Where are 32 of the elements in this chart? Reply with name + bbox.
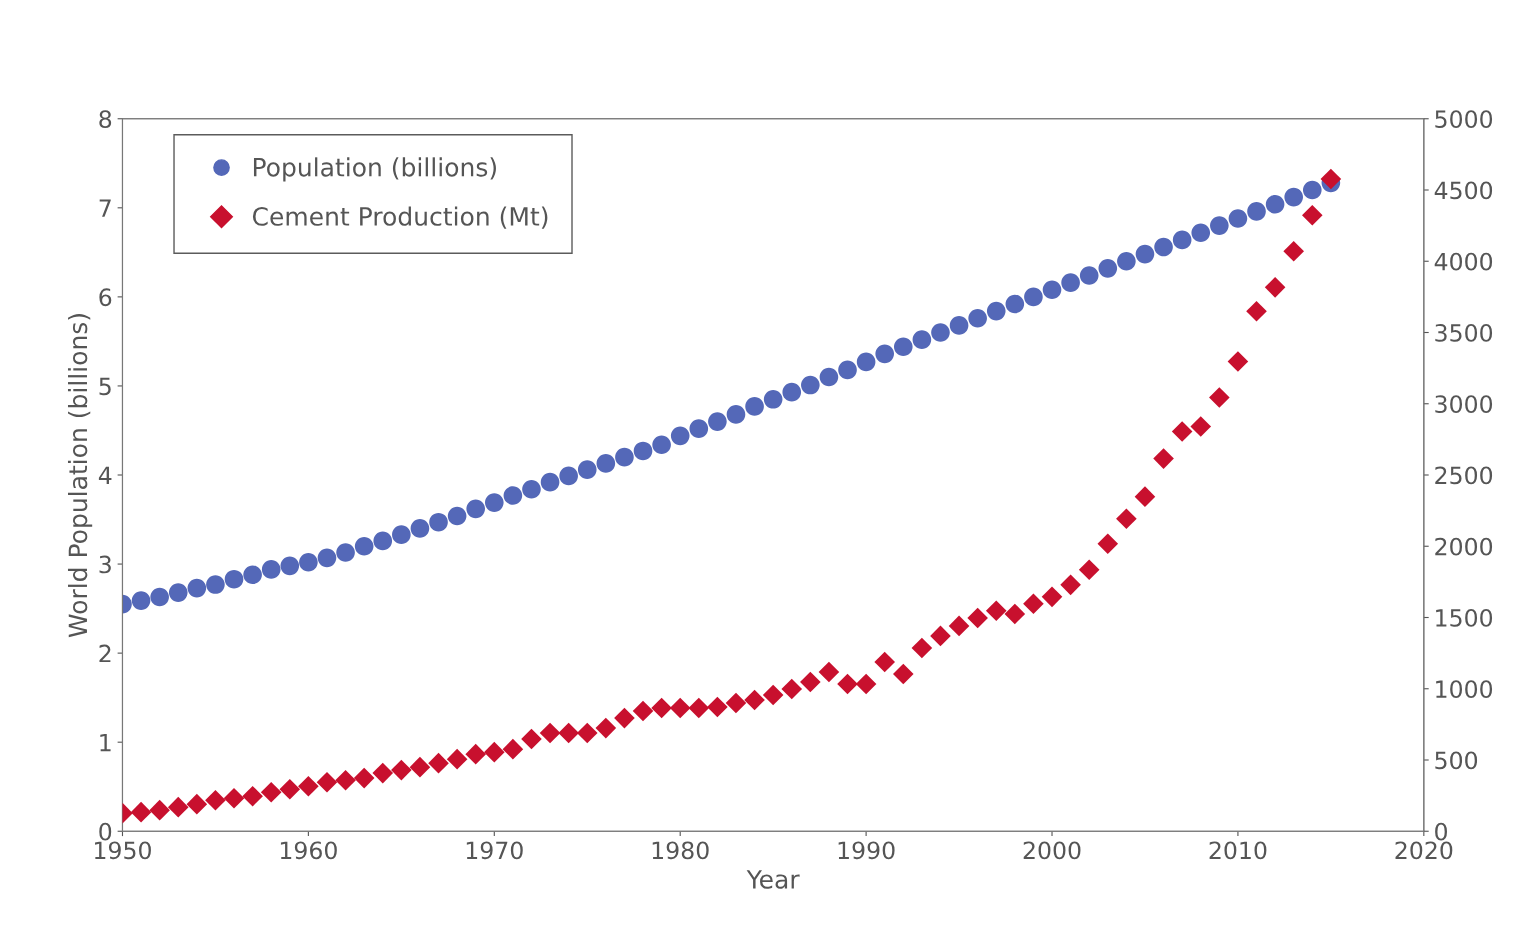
y2-tick-label: 4500 bbox=[1434, 181, 1493, 200]
y2-tick-label: 2000 bbox=[1435, 537, 1493, 556]
x-tick-label: 2010 bbox=[1209, 841, 1267, 860]
y-tick-label: 3 bbox=[99, 555, 111, 574]
y-axis-title: World Population (billions) bbox=[67, 314, 93, 638]
y2-tick-label: 3000 bbox=[1435, 395, 1493, 414]
x-axis-title: Year bbox=[746, 870, 800, 889]
y-tick-label: 8 bbox=[99, 110, 112, 129]
y-tick-label: 2 bbox=[99, 644, 111, 663]
y2-tick-label: 1000 bbox=[1436, 680, 1493, 699]
legend-label: Population (billions) bbox=[253, 157, 496, 182]
y2-tick-label: 0 bbox=[1435, 822, 1448, 841]
legend-label: Cement Production (Mt) bbox=[252, 206, 548, 229]
x-tick-label: 1950 bbox=[95, 841, 151, 860]
x-tick-label: 2020 bbox=[1395, 841, 1453, 860]
y2-tick-label: 3500 bbox=[1435, 323, 1493, 342]
x-tick-label: 2000 bbox=[1023, 841, 1081, 860]
y-tick-label: 5 bbox=[99, 377, 111, 396]
x-tick-label: 1980 bbox=[652, 841, 709, 860]
y2-tick-label: 1500 bbox=[1436, 608, 1493, 627]
y2-tick-label: 5000 bbox=[1435, 110, 1493, 129]
y-tick-label: 1 bbox=[100, 733, 111, 752]
x-tick-label: 1990 bbox=[838, 841, 895, 860]
x-tick-label: 1970 bbox=[466, 841, 523, 860]
y-tick-label: 0 bbox=[99, 822, 112, 841]
y-tick-label: 6 bbox=[99, 288, 112, 307]
x-tick-label: 1960 bbox=[280, 841, 337, 860]
y2-tick-label: 4000 bbox=[1434, 252, 1493, 271]
y2-tick-label: 500 bbox=[1435, 751, 1478, 770]
y2-tick-label: 2500 bbox=[1435, 466, 1493, 485]
y-tick-label: 4 bbox=[98, 466, 112, 484]
y-tick-label: 7 bbox=[99, 199, 111, 217]
